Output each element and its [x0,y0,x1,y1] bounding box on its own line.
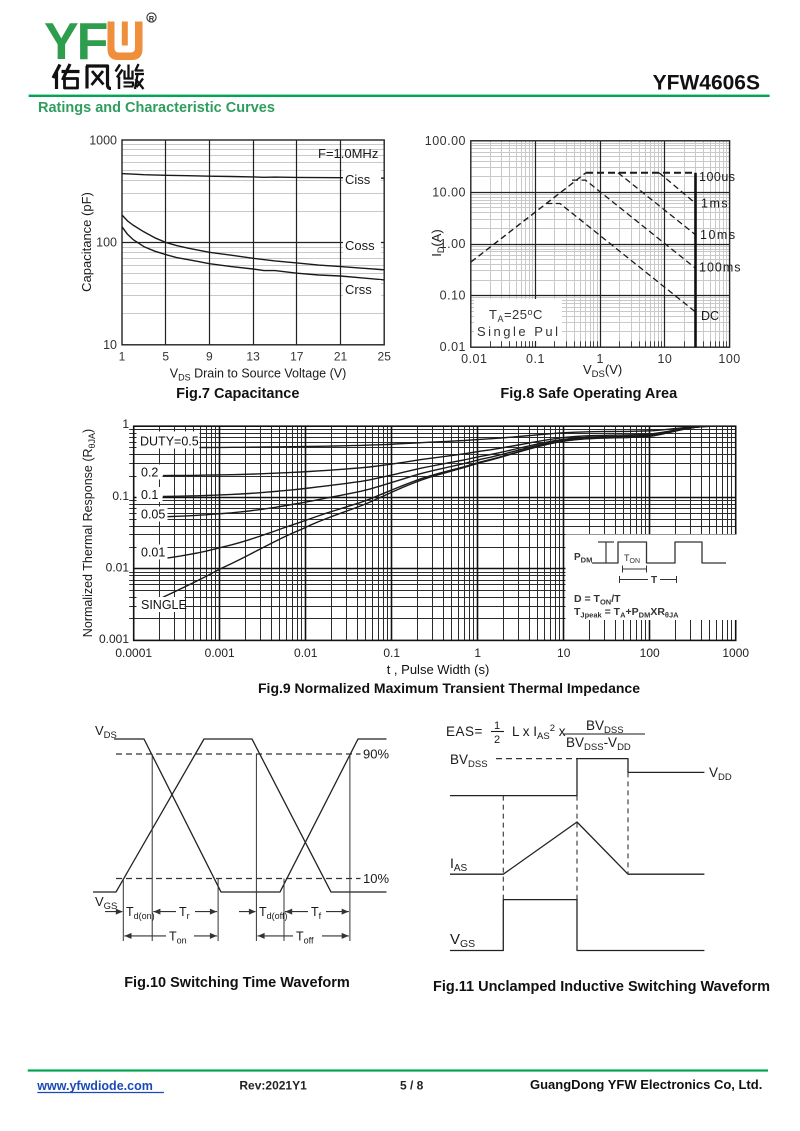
svg-text:1: 1 [119,350,126,364]
svg-text:0.1: 0.1 [112,489,129,503]
svg-text:10: 10 [557,646,571,660]
svg-text:BVDSS: BVDSS [450,752,488,770]
svg-text:Td(off): Td(off) [259,905,287,921]
svg-text:10.00: 10.00 [432,185,466,199]
svg-text:BVDSS: BVDSS [586,718,624,736]
svg-text:10ms: 10ms [700,228,737,242]
svg-text:L x IAS2 x: L x IAS2 x [512,723,566,742]
svg-text:DUTY=0.5: DUTY=0.5 [140,435,199,449]
svg-text:Coss: Coss [345,238,375,253]
svg-text:PDM: PDM [574,552,592,565]
svg-text:Fig.9 Normalized Maximum Trans: Fig.9 Normalized Maximum Transient Therm… [258,680,640,696]
svg-text:10%: 10% [363,871,389,886]
svg-text:1: 1 [494,720,500,732]
svg-text:100ms: 100ms [699,261,742,275]
svg-text:5 / 8: 5 / 8 [400,1079,424,1093]
svg-text:1ms: 1ms [701,197,729,211]
svg-text:t , Pulse Width (s): t , Pulse Width (s) [387,662,490,677]
svg-text:Ton: Ton [169,929,187,945]
svg-text:VGS: VGS [95,894,117,912]
svg-text:Fig.8 Safe Operating Area: Fig.8 Safe Operating Area [500,386,678,402]
svg-text:17: 17 [290,350,304,364]
svg-text:1.00: 1.00 [440,237,466,251]
svg-text:0.05: 0.05 [141,508,165,522]
svg-text:9: 9 [206,350,213,364]
svg-text:0.001: 0.001 [205,646,235,660]
svg-text:Ratings and Characteristic Cur: Ratings and Characteristic Curves [38,100,275,116]
svg-text:Ciss: Ciss [345,172,371,187]
svg-text:Capacitance (pF): Capacitance (pF) [79,192,94,292]
svg-text:13: 13 [246,350,260,364]
svg-text:0.1: 0.1 [526,352,545,366]
svg-text:VDD: VDD [709,765,732,783]
svg-text:1: 1 [474,646,481,660]
svg-text:100: 100 [96,235,117,249]
svg-text:90%: 90% [363,747,389,762]
svg-text:0.01: 0.01 [440,340,466,354]
svg-text:VDS: VDS [95,723,117,741]
svg-text:2: 2 [494,734,500,746]
svg-text:5: 5 [162,350,169,364]
svg-text:100.00: 100.00 [425,134,466,148]
svg-text:IAS: IAS [450,855,468,874]
svg-text:0.01: 0.01 [294,646,318,660]
svg-text:GuangDong YFW Electronics Co,: GuangDong YFW Electronics Co, Ltd. [530,1077,762,1092]
svg-text:0.01: 0.01 [461,352,487,366]
svg-text:D = TON/T: D = TON/T [574,593,621,607]
svg-text:0.1: 0.1 [383,646,400,660]
svg-text:VDS Drain to Source Voltage (V: VDS Drain to Source Voltage (V) [170,367,347,383]
svg-text:BVDSS-VDD: BVDSS-VDD [566,735,631,753]
svg-text:10: 10 [657,352,672,366]
svg-text:DC: DC [701,309,719,323]
svg-text:1000: 1000 [89,134,117,148]
svg-text:Fig.7 Capacitance: Fig.7 Capacitance [176,386,299,402]
svg-text:0.01: 0.01 [141,546,165,560]
svg-text:Tf: Tf [311,905,322,921]
svg-text:21: 21 [334,350,348,364]
svg-text:Toff: Toff [296,929,314,945]
svg-text:EAS=: EAS= [446,724,483,739]
svg-text:0.01: 0.01 [106,561,130,575]
svg-text:100: 100 [718,352,740,366]
svg-text:Fig.10 Switching Time Waveform: Fig.10 Switching Time Waveform [124,975,350,991]
svg-text:Td(on): Td(on) [126,905,155,921]
svg-text:0.1: 0.1 [141,488,158,502]
svg-text:Single Pul: Single Pul [477,324,561,339]
svg-text:1: 1 [596,352,603,366]
svg-text:F=1.0MHz: F=1.0MHz [318,146,378,161]
svg-text:Rev:2021Y1: Rev:2021Y1 [239,1079,307,1093]
svg-text:Crss: Crss [345,282,372,297]
svg-text:SINGLE: SINGLE [141,598,187,612]
svg-text:YF: YF [44,13,107,71]
svg-text:25: 25 [378,350,392,364]
svg-text:1: 1 [122,417,129,431]
svg-text:T: T [651,575,657,586]
svg-text:10: 10 [103,338,117,352]
svg-text:TA=25oC: TA=25oC [489,307,543,324]
svg-text:0.2: 0.2 [141,466,158,480]
svg-text:www.yfwdiode.com: www.yfwdiode.com [36,1079,153,1093]
svg-text:100: 100 [640,646,660,660]
svg-text:0.0001: 0.0001 [115,646,152,660]
svg-text:TJpeak = TA+PDMXRθJA: TJpeak = TA+PDMXRθJA [574,606,679,620]
svg-text:ID(A): ID(A) [429,229,446,256]
svg-text:Tr: Tr [179,905,190,921]
svg-text:R: R [149,14,155,23]
svg-text:Fig.11 Unclamped Inductive Swi: Fig.11 Unclamped Inductive Switching Wav… [433,979,770,995]
svg-text:100us: 100us [699,170,736,184]
svg-text:Normalized Thermal Response (R: Normalized Thermal Response (RθJA) [81,429,97,637]
svg-text:YFW4606S: YFW4606S [653,72,760,95]
svg-text:0.001: 0.001 [99,632,129,646]
svg-text:1000: 1000 [722,646,749,660]
svg-text:0.10: 0.10 [440,289,466,303]
svg-text:VGS: VGS [450,931,475,950]
